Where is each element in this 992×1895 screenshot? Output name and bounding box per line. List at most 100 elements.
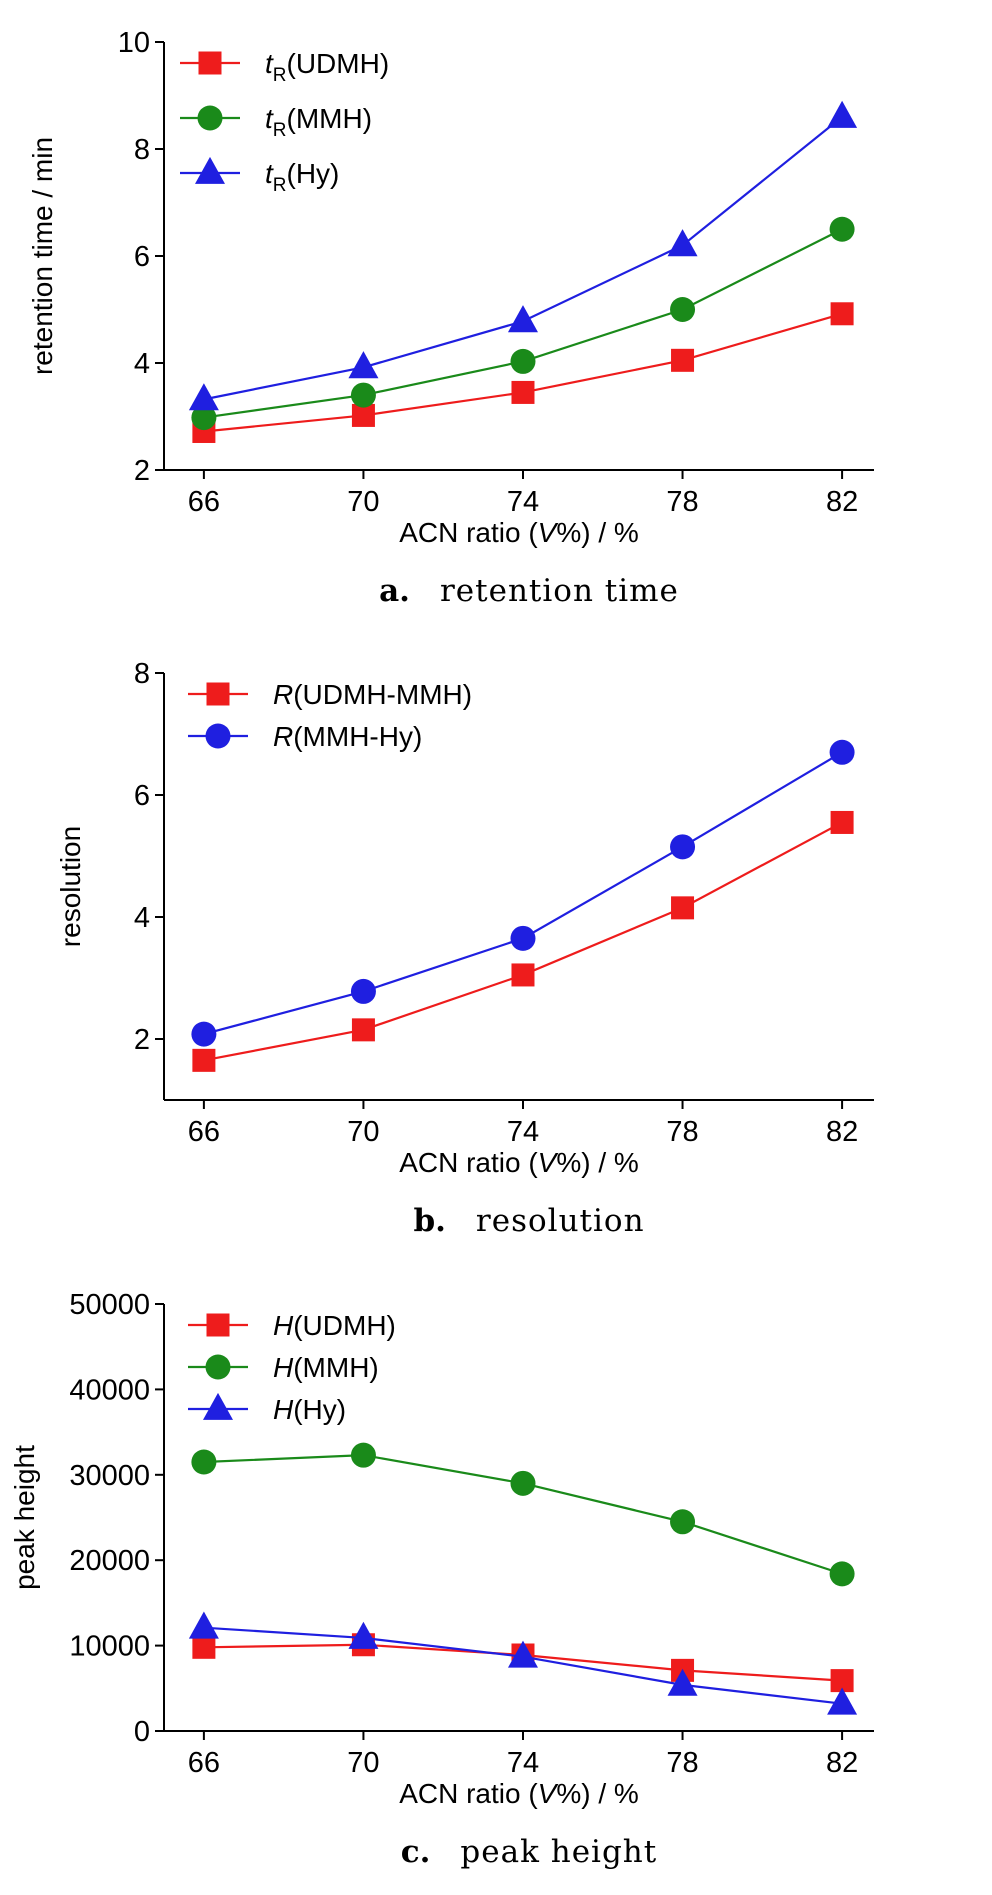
x-tick-label: 82 (826, 1116, 858, 1148)
x-tick-label: 70 (347, 486, 379, 518)
legend-label: H(MMH) (273, 1352, 379, 1383)
x-tick-label: 70 (347, 1747, 379, 1779)
data-point (671, 896, 695, 920)
x-axis-title: ACN ratio (V%) / % (399, 1778, 639, 1809)
legend-marker (205, 723, 231, 749)
data-point (188, 1611, 219, 1639)
data-point (507, 1640, 538, 1668)
panel-caption: c. peak height (401, 1834, 657, 1870)
data-point (510, 348, 536, 374)
data-point (671, 348, 695, 372)
chart-panel-2: 2 4 6 8 66 70 74 78 82 ACN ratio (V%) / % resoluti… (55, 658, 874, 1239)
y-tick-label: 2 (134, 455, 150, 487)
data-point (350, 1442, 376, 1468)
legend-label: R(UDMH-MMH) (273, 679, 472, 710)
x-tick-label: 70 (347, 1116, 379, 1148)
data-point (191, 1449, 217, 1475)
x-tick-label: 74 (507, 486, 539, 518)
legend-marker (198, 51, 222, 75)
data-point (829, 1561, 855, 1587)
y-tick-label: 6 (134, 241, 150, 273)
data-point (670, 297, 696, 322)
data-point (192, 1048, 216, 1072)
data-point (507, 305, 538, 333)
data-point (827, 100, 858, 128)
legend-label: tR(MMH) (265, 103, 372, 141)
series-udmh-mmh (192, 810, 854, 1072)
series-hy (188, 1611, 858, 1715)
data-point (510, 925, 536, 951)
x-axis-title: ACN ratio (V%) / % (399, 517, 639, 548)
x-tick-label: 78 (666, 486, 698, 518)
series-mmh-hy (191, 739, 855, 1047)
data-point (350, 382, 376, 408)
x-tick-label: 66 (188, 1747, 220, 1779)
y-tick-label: 40000 (69, 1374, 150, 1406)
data-point (510, 1470, 536, 1496)
data-point (829, 739, 855, 765)
legend-label: tR(Hy) (265, 158, 339, 196)
legend: R(UDMH-MMH) R(MMH-Hy) (188, 679, 472, 752)
y-tick-label: 2 (134, 1024, 150, 1056)
data-point (351, 403, 375, 427)
y-tick-label: 20000 (69, 1545, 150, 1577)
chart-panel-3: 0 10000 20000 30000 40000 50000 66 70 74 78 82 ACN … (9, 1289, 874, 1870)
series-hy (188, 100, 858, 411)
data-point (829, 216, 855, 242)
legend-marker (197, 105, 223, 131)
y-tick-label: 0 (134, 1716, 150, 1748)
y-tick-label: 10 (118, 27, 150, 59)
y-tick-label: 10000 (69, 1631, 150, 1663)
data-point (667, 229, 698, 257)
x-tick-label: 78 (666, 1747, 698, 1779)
legend-label: H(Hy) (273, 1394, 346, 1425)
y-tick-label: 30000 (69, 1460, 150, 1492)
data-point (348, 1621, 379, 1649)
legend: H(UDMH) H(MMH) H(Hy) (188, 1310, 396, 1425)
data-point (191, 1021, 217, 1047)
legend-label: H(UDMH) (273, 1310, 396, 1341)
legend-marker (195, 156, 225, 184)
y-tick-label: 4 (134, 348, 150, 380)
legend: tR(UDMH) tR(MMH) tR(Hy) (180, 48, 389, 196)
legend-marker (206, 682, 230, 706)
data-point (670, 834, 696, 860)
y-tick-label: 50000 (69, 1289, 150, 1321)
data-point (830, 302, 854, 326)
data-point (827, 1687, 858, 1715)
panel-caption: a. retention time (379, 573, 679, 609)
data-point (511, 963, 535, 987)
y-tick-label: 4 (134, 902, 150, 934)
x-tick-label: 82 (826, 1747, 858, 1779)
legend-marker (206, 1313, 230, 1337)
series-mmh (191, 216, 855, 431)
data-point (188, 383, 219, 411)
legend-marker (203, 1392, 233, 1420)
x-tick-label: 78 (666, 1116, 698, 1148)
legend-marker (205, 1354, 231, 1380)
y-tick-label: 6 (134, 780, 150, 812)
x-axis-title: ACN ratio (V%) / % (399, 1147, 639, 1178)
y-tick-label: 8 (134, 658, 150, 690)
data-point (670, 1509, 696, 1535)
data-point (191, 405, 217, 431)
data-point (348, 351, 379, 379)
legend-label: R(MMH-Hy) (273, 721, 422, 752)
chart-panel-1: 2 4 6 8 10 66 70 74 78 82 ACN ratio (V%) / % retent… (27, 27, 874, 609)
y-axis-title: retention time / min (27, 137, 58, 375)
data-point (350, 978, 376, 1004)
x-tick-label: 66 (188, 1116, 220, 1148)
panel-caption: b. resolution (413, 1203, 644, 1239)
data-point (830, 810, 854, 834)
x-tick-label: 66 (188, 486, 220, 518)
y-axis-title: resolution (55, 826, 86, 947)
y-tick-label: 8 (134, 134, 150, 166)
series-mmh (191, 1442, 855, 1587)
x-tick-label: 74 (507, 1116, 539, 1148)
x-tick-label: 82 (826, 486, 858, 518)
data-point (192, 1635, 216, 1659)
series-line (203, 751, 843, 1036)
data-point (667, 1668, 698, 1696)
y-axis-title: peak height (9, 1445, 40, 1590)
